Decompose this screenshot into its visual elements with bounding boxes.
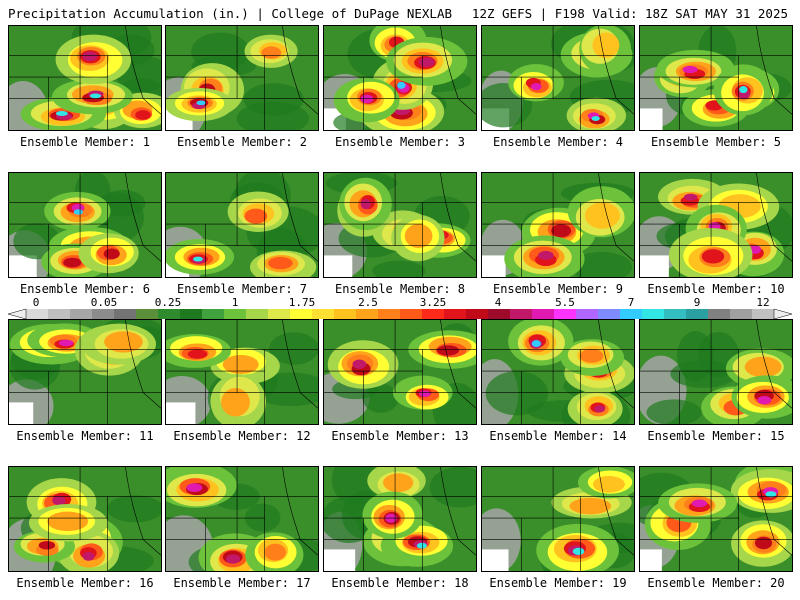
ensemble-member-label: Ensemble Member: 11 — [16, 429, 154, 443]
ensemble-member-map — [481, 466, 635, 572]
colorbar-segment — [576, 309, 599, 319]
colorbar-segment — [92, 309, 115, 319]
ensemble-member-map — [323, 172, 477, 278]
ensemble-member-map — [639, 319, 793, 425]
colorbar-segment — [686, 309, 709, 319]
ensemble-member-map — [165, 25, 319, 131]
colorbar-segment — [708, 309, 731, 319]
page-title: Precipitation Accumulation (in.) | Colle… — [8, 6, 453, 21]
ensemble-member-map — [165, 466, 319, 572]
ensemble-member-label: Ensemble Member: 20 — [647, 576, 785, 590]
ensemble-member-label: Ensemble Member: 12 — [173, 429, 311, 443]
ensemble-member-label: Ensemble Member: 18 — [331, 576, 469, 590]
ensemble-member-label: Ensemble Member: 13 — [331, 429, 469, 443]
colorbar-segment — [158, 309, 181, 319]
ensemble-member-label: Ensemble Member: 8 — [334, 282, 466, 296]
colorbar-segment — [246, 309, 269, 319]
colorbar-segment — [598, 309, 621, 319]
colorbar-segment — [114, 309, 137, 319]
ensemble-member-map — [323, 466, 477, 572]
run-info: 12Z GEFS | F198 Valid: 18Z SAT MAY 31 20… — [471, 6, 788, 21]
ensemble-member-map — [481, 25, 635, 131]
colorbar-segment — [312, 309, 335, 319]
colorbar-segment — [268, 309, 291, 319]
colorbar-tick-label: 0 — [32, 296, 40, 309]
ensemble-member-map — [165, 172, 319, 278]
colorbar-tick-label: 4 — [494, 296, 502, 309]
colorbar-segment — [620, 309, 643, 319]
colorbar-segment — [224, 309, 247, 319]
colorbar-segment — [642, 309, 665, 319]
colorbar-tick-label: 2.5 — [358, 296, 378, 309]
colorbar — [8, 308, 792, 320]
colorbar-tick-label: 1 — [231, 296, 239, 309]
colorbar-segment — [400, 309, 423, 319]
ensemble-member-label: Ensemble Member: 17 — [173, 576, 311, 590]
ensemble-member-map — [8, 172, 162, 278]
colorbar-tick-label: 3.25 — [419, 296, 447, 309]
ensemble-member-map — [639, 172, 793, 278]
ensemble-member-map — [8, 25, 162, 131]
colorbar-segment — [70, 309, 93, 319]
colorbar-tick-label: 7 — [627, 296, 635, 309]
colorbar-segment — [444, 309, 467, 319]
ensemble-member-map — [323, 319, 477, 425]
ensemble-member-label: Ensemble Member: 15 — [647, 429, 785, 443]
ensemble-member-label: Ensemble Member: 5 — [650, 135, 782, 149]
colorbar-segment — [422, 309, 445, 319]
ensemble-member-label: Ensemble Member: 14 — [489, 429, 627, 443]
ensemble-member-map — [639, 25, 793, 131]
ensemble-member-label: Ensemble Member: 3 — [334, 135, 466, 149]
colorbar-segment — [48, 309, 71, 319]
colorbar-tick-label: 1.75 — [288, 296, 316, 309]
ensemble-member-label: Ensemble Member: 10 — [647, 282, 785, 296]
colorbar-segment — [202, 309, 225, 319]
colorbar-tick-label: 0.25 — [154, 296, 182, 309]
colorbar-tick-label: 0.05 — [90, 296, 118, 309]
ensemble-member-label: Ensemble Member: 1 — [19, 135, 151, 149]
ensemble-member-label: Ensemble Member: 7 — [176, 282, 308, 296]
colorbar-segment — [752, 309, 775, 319]
colorbar-segment — [466, 309, 489, 319]
colorbar-tick-label: 12 — [756, 296, 770, 309]
colorbar-tick-label: 9 — [693, 296, 701, 309]
colorbar-tick-label: 5.5 — [555, 296, 575, 309]
colorbar-min-arrow — [8, 308, 27, 320]
colorbar-segment — [488, 309, 511, 319]
ensemble-member-label: Ensemble Member: 6 — [19, 282, 151, 296]
colorbar-segment — [664, 309, 687, 319]
colorbar-segment — [356, 309, 379, 319]
ensemble-member-map — [481, 172, 635, 278]
ensemble-member-label: Ensemble Member: 4 — [492, 135, 624, 149]
ensemble-member-map — [323, 25, 477, 131]
colorbar-segment — [334, 309, 357, 319]
ensemble-member-map — [639, 466, 793, 572]
colorbar-segment — [26, 309, 49, 319]
colorbar-segment — [730, 309, 753, 319]
ensemble-member-map — [8, 319, 162, 425]
ensemble-member-label: Ensemble Member: 16 — [16, 576, 154, 590]
ensemble-member-map — [165, 319, 319, 425]
colorbar-segment — [180, 309, 203, 319]
colorbar-segment — [532, 309, 555, 319]
colorbar-segment — [510, 309, 533, 319]
ensemble-member-label: Ensemble Member: 9 — [492, 282, 624, 296]
ensemble-member-map — [481, 319, 635, 425]
colorbar-segment — [290, 309, 313, 319]
colorbar-segment — [554, 309, 577, 319]
colorbar-max-arrow — [773, 308, 792, 320]
colorbar-segment — [136, 309, 159, 319]
ensemble-member-label: Ensemble Member: 19 — [489, 576, 627, 590]
ensemble-member-label: Ensemble Member: 2 — [176, 135, 308, 149]
ensemble-member-map — [8, 466, 162, 572]
colorbar-segment — [378, 309, 401, 319]
